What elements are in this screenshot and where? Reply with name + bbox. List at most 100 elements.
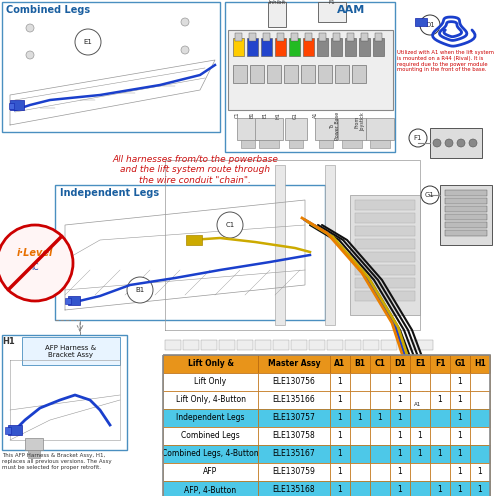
Bar (318, 65, 332, 83)
Bar (445, 198, 487, 204)
Bar (417, 340, 433, 350)
Text: 1: 1 (338, 377, 342, 386)
Bar (259, 140, 279, 148)
Bar (330, 355, 350, 373)
Text: AFP: AFP (204, 468, 218, 477)
Bar (327, 340, 343, 350)
Bar (163, 355, 490, 496)
Bar (330, 481, 350, 496)
Text: A1: A1 (312, 112, 318, 119)
Text: A1: A1 (414, 402, 422, 408)
Text: G1: G1 (454, 360, 466, 369)
Bar (440, 185, 492, 245)
Bar (163, 409, 258, 427)
Bar (330, 445, 350, 463)
Bar (450, 391, 470, 409)
Bar (470, 463, 490, 481)
Bar (350, 445, 370, 463)
Bar (370, 463, 390, 481)
Bar (410, 373, 430, 391)
Circle shape (127, 277, 153, 303)
Text: 1: 1 (398, 414, 402, 423)
Text: 1: 1 (438, 395, 442, 405)
Text: AFP Harness &
Bracket Assy: AFP Harness & Bracket Assy (46, 345, 96, 358)
Bar (330, 463, 350, 481)
Text: Independent Legs: Independent Legs (60, 188, 159, 198)
Bar (258, 391, 330, 409)
Bar (430, 463, 450, 481)
Bar (450, 373, 470, 391)
Bar (430, 409, 450, 427)
Text: From
Joystick: From Joystick (354, 112, 366, 131)
Bar (450, 445, 470, 463)
Bar (163, 373, 258, 391)
Text: A1: A1 (334, 360, 345, 369)
Circle shape (469, 139, 477, 147)
Bar (445, 190, 487, 196)
Bar (370, 140, 390, 148)
Bar (2, 335, 127, 450)
Text: 1: 1 (458, 395, 462, 405)
Bar (410, 409, 430, 427)
Bar (350, 409, 370, 427)
Bar (355, 226, 415, 236)
Bar (68, 296, 80, 305)
Bar (350, 373, 370, 391)
Bar (305, 33, 312, 41)
Text: 1: 1 (458, 449, 462, 458)
Text: C1: C1 (234, 112, 240, 119)
Bar (5, 427, 11, 434)
Circle shape (0, 225, 73, 301)
Bar (370, 391, 390, 409)
Bar (450, 463, 470, 481)
Bar (249, 33, 256, 41)
Bar (225, 2, 395, 152)
Bar (10, 100, 24, 110)
Text: F1: F1 (414, 135, 422, 141)
Bar (381, 340, 397, 350)
Text: 1: 1 (398, 486, 402, 495)
Bar (410, 391, 430, 409)
Bar (390, 373, 410, 391)
Bar (319, 140, 333, 148)
Bar (261, 38, 272, 56)
Circle shape (409, 129, 427, 147)
Bar (163, 463, 258, 481)
Text: Independent Legs: Independent Legs (176, 414, 245, 423)
Text: B1: B1 (250, 112, 254, 119)
Text: D1: D1 (425, 22, 435, 28)
Bar (331, 38, 342, 56)
Bar (355, 291, 415, 301)
Text: 1: 1 (338, 395, 342, 405)
Bar (301, 65, 315, 83)
Bar (363, 340, 379, 350)
Text: AFP, 4-Button: AFP, 4-Button (184, 486, 236, 495)
Text: iC: iC (31, 262, 39, 271)
Bar (470, 355, 490, 373)
Bar (263, 33, 270, 41)
Bar (352, 65, 366, 83)
Bar (330, 373, 350, 391)
Bar (233, 65, 247, 83)
Text: 1: 1 (458, 414, 462, 423)
Circle shape (181, 18, 189, 26)
Bar (445, 222, 487, 228)
Text: From
Joystick: From Joystick (425, 373, 446, 384)
Text: Inhibit: Inhibit (380, 420, 397, 425)
Text: To
Power Base
or to D1: To Power Base or to D1 (440, 415, 472, 432)
Text: Combined Legs, 4-Button: Combined Legs, 4-Button (162, 449, 259, 458)
Circle shape (445, 139, 453, 147)
Text: C1: C1 (374, 360, 386, 369)
Bar (235, 33, 242, 41)
Text: 1: 1 (338, 449, 342, 458)
Bar (350, 481, 370, 496)
Text: 1: 1 (338, 414, 342, 423)
Bar (255, 340, 271, 350)
Bar (355, 239, 415, 249)
Bar (330, 427, 350, 445)
Bar (370, 481, 390, 496)
Bar (366, 118, 394, 140)
Text: 1: 1 (458, 486, 462, 495)
Bar (355, 278, 415, 288)
Text: F1: F1 (328, 0, 336, 5)
